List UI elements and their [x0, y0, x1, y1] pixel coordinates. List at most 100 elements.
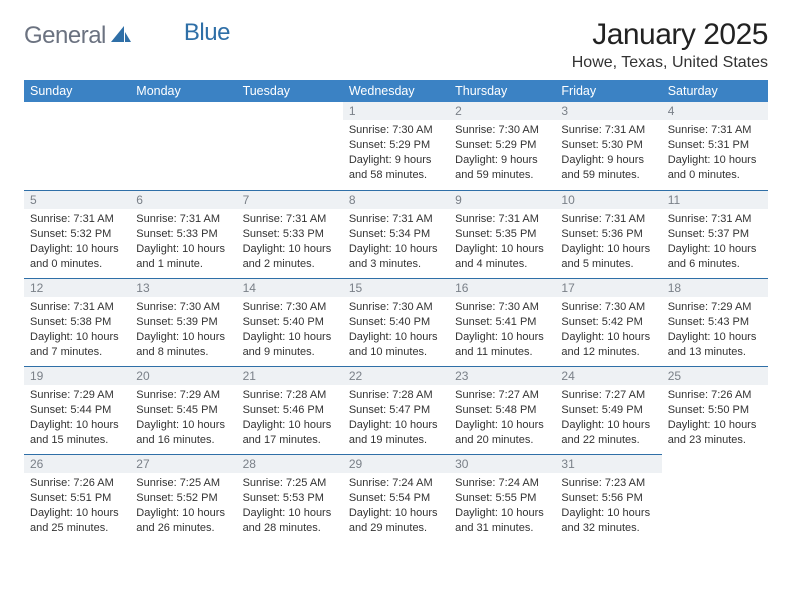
calendar-week-row: 5Sunrise: 7:31 AMSunset: 5:32 PMDaylight…	[24, 190, 768, 278]
calendar-day-cell: 29Sunrise: 7:24 AMSunset: 5:54 PMDayligh…	[343, 454, 449, 542]
day-number: 7	[237, 190, 343, 209]
calendar-empty-cell: .	[24, 102, 130, 190]
calendar-day-cell: 4Sunrise: 7:31 AMSunset: 5:31 PMDaylight…	[662, 102, 768, 190]
calendar-day-cell: 19Sunrise: 7:29 AMSunset: 5:44 PMDayligh…	[24, 366, 130, 454]
day-number: 24	[555, 366, 661, 385]
calendar-week-row: ...1Sunrise: 7:30 AMSunset: 5:29 PMDayli…	[24, 102, 768, 190]
day-number: 22	[343, 366, 449, 385]
calendar-empty-cell: .	[130, 102, 236, 190]
weekday-header: Wednesday	[343, 80, 449, 102]
day-number: 1	[343, 102, 449, 120]
calendar-day-cell: 14Sunrise: 7:30 AMSunset: 5:40 PMDayligh…	[237, 278, 343, 366]
day-number: 2	[449, 102, 555, 120]
calendar-day-cell: 9Sunrise: 7:31 AMSunset: 5:35 PMDaylight…	[449, 190, 555, 278]
weekday-header: Sunday	[24, 80, 130, 102]
weekday-header: Monday	[130, 80, 236, 102]
day-details: Sunrise: 7:31 AMSunset: 5:33 PMDaylight:…	[237, 209, 343, 277]
day-details: Sunrise: 7:31 AMSunset: 5:34 PMDaylight:…	[343, 209, 449, 277]
day-number: 5	[24, 190, 130, 209]
day-number: 13	[130, 278, 236, 297]
day-details: Sunrise: 7:27 AMSunset: 5:48 PMDaylight:…	[449, 385, 555, 453]
day-details: Sunrise: 7:31 AMSunset: 5:30 PMDaylight:…	[555, 120, 661, 188]
day-details: Sunrise: 7:30 AMSunset: 5:29 PMDaylight:…	[343, 120, 449, 188]
day-details: Sunrise: 7:30 AMSunset: 5:39 PMDaylight:…	[130, 297, 236, 365]
day-details: Sunrise: 7:29 AMSunset: 5:44 PMDaylight:…	[24, 385, 130, 453]
day-number: 29	[343, 454, 449, 473]
day-number: 12	[24, 278, 130, 297]
calendar-day-cell: 16Sunrise: 7:30 AMSunset: 5:41 PMDayligh…	[449, 278, 555, 366]
title-block: January 2025 Howe, Texas, United States	[572, 18, 768, 72]
day-details: Sunrise: 7:30 AMSunset: 5:40 PMDaylight:…	[343, 297, 449, 365]
day-details: Sunrise: 7:25 AMSunset: 5:53 PMDaylight:…	[237, 473, 343, 541]
day-details: Sunrise: 7:31 AMSunset: 5:38 PMDaylight:…	[24, 297, 130, 365]
day-number: 26	[24, 454, 130, 473]
weekday-header: Saturday	[662, 80, 768, 102]
calendar-body: ... 1Sunrise: 7:30 AMSunset: 5:29 PMDayli…	[24, 102, 768, 542]
day-details: Sunrise: 7:28 AMSunset: 5:46 PMDaylight:…	[237, 385, 343, 453]
day-number: 15	[343, 278, 449, 297]
day-number: 18	[662, 278, 768, 297]
day-details: Sunrise: 7:23 AMSunset: 5:56 PMDaylight:…	[555, 473, 661, 541]
day-number: 21	[237, 366, 343, 385]
day-number: 25	[662, 366, 768, 385]
day-details: Sunrise: 7:30 AMSunset: 5:42 PMDaylight:…	[555, 297, 661, 365]
day-number: 27	[130, 454, 236, 473]
calendar-day-cell: 24Sunrise: 7:27 AMSunset: 5:49 PMDayligh…	[555, 366, 661, 454]
calendar-day-cell: 26Sunrise: 7:26 AMSunset: 5:51 PMDayligh…	[24, 454, 130, 542]
weekday-header: Friday	[555, 80, 661, 102]
month-title: January 2025	[572, 18, 768, 52]
calendar-header-row: SundayMondayTuesdayWednesdayThursdayFrid…	[24, 80, 768, 102]
calendar-day-cell: 25Sunrise: 7:26 AMSunset: 5:50 PMDayligh…	[662, 366, 768, 454]
calendar-day-cell: 30Sunrise: 7:24 AMSunset: 5:55 PMDayligh…	[449, 454, 555, 542]
day-details: Sunrise: 7:25 AMSunset: 5:52 PMDaylight:…	[130, 473, 236, 541]
calendar-day-cell: 7Sunrise: 7:31 AMSunset: 5:33 PMDaylight…	[237, 190, 343, 278]
calendar-day-cell: 1Sunrise: 7:30 AMSunset: 5:29 PMDaylight…	[343, 102, 449, 190]
calendar-day-cell: 17Sunrise: 7:30 AMSunset: 5:42 PMDayligh…	[555, 278, 661, 366]
calendar-week-row: 26Sunrise: 7:26 AMSunset: 5:51 PMDayligh…	[24, 454, 768, 542]
day-details: Sunrise: 7:27 AMSunset: 5:49 PMDaylight:…	[555, 385, 661, 453]
calendar-table: SundayMondayTuesdayWednesdayThursdayFrid…	[24, 80, 768, 542]
day-number: 9	[449, 190, 555, 209]
day-number: 30	[449, 454, 555, 473]
day-details: Sunrise: 7:29 AMSunset: 5:43 PMDaylight:…	[662, 297, 768, 365]
day-details: Sunrise: 7:28 AMSunset: 5:47 PMDaylight:…	[343, 385, 449, 453]
day-number: 23	[449, 366, 555, 385]
day-details: Sunrise: 7:30 AMSunset: 5:29 PMDaylight:…	[449, 120, 555, 188]
calendar-day-cell: 21Sunrise: 7:28 AMSunset: 5:46 PMDayligh…	[237, 366, 343, 454]
weekday-header: Tuesday	[237, 80, 343, 102]
day-details: Sunrise: 7:31 AMSunset: 5:33 PMDaylight:…	[130, 209, 236, 277]
calendar-day-cell: 6Sunrise: 7:31 AMSunset: 5:33 PMDaylight…	[130, 190, 236, 278]
day-details: Sunrise: 7:31 AMSunset: 5:35 PMDaylight:…	[449, 209, 555, 277]
calendar-day-cell: 5Sunrise: 7:31 AMSunset: 5:32 PMDaylight…	[24, 190, 130, 278]
calendar-day-cell: 12Sunrise: 7:31 AMSunset: 5:38 PMDayligh…	[24, 278, 130, 366]
day-details: Sunrise: 7:31 AMSunset: 5:32 PMDaylight:…	[24, 209, 130, 277]
day-number: 14	[237, 278, 343, 297]
brand-logo: General Blue	[24, 22, 230, 50]
calendar-day-cell: 27Sunrise: 7:25 AMSunset: 5:52 PMDayligh…	[130, 454, 236, 542]
day-details: Sunrise: 7:31 AMSunset: 5:36 PMDaylight:…	[555, 209, 661, 277]
calendar-day-cell: 22Sunrise: 7:28 AMSunset: 5:47 PMDayligh…	[343, 366, 449, 454]
day-details: Sunrise: 7:26 AMSunset: 5:51 PMDaylight:…	[24, 473, 130, 541]
location-text: Howe, Texas, United States	[572, 54, 768, 72]
day-number: 4	[662, 102, 768, 120]
day-details: Sunrise: 7:31 AMSunset: 5:31 PMDaylight:…	[662, 120, 768, 188]
calendar-week-row: 12Sunrise: 7:31 AMSunset: 5:38 PMDayligh…	[24, 278, 768, 366]
calendar-day-cell: 31Sunrise: 7:23 AMSunset: 5:56 PMDayligh…	[555, 454, 661, 542]
calendar-day-cell: 15Sunrise: 7:30 AMSunset: 5:40 PMDayligh…	[343, 278, 449, 366]
day-number: 16	[449, 278, 555, 297]
header: General Blue January 2025 Howe, Texas, U…	[24, 18, 768, 72]
calendar-day-cell: 2Sunrise: 7:30 AMSunset: 5:29 PMDaylight…	[449, 102, 555, 190]
day-number: 19	[24, 366, 130, 385]
calendar-day-cell: 23Sunrise: 7:27 AMSunset: 5:48 PMDayligh…	[449, 366, 555, 454]
day-number: 3	[555, 102, 661, 120]
brand-text-blue: Blue	[184, 19, 230, 47]
calendar-day-cell: 20Sunrise: 7:29 AMSunset: 5:45 PMDayligh…	[130, 366, 236, 454]
calendar-empty-cell: .	[662, 454, 768, 542]
day-number: 11	[662, 190, 768, 209]
calendar-day-cell: 8Sunrise: 7:31 AMSunset: 5:34 PMDaylight…	[343, 190, 449, 278]
calendar-day-cell: 10Sunrise: 7:31 AMSunset: 5:36 PMDayligh…	[555, 190, 661, 278]
calendar-day-cell: 3Sunrise: 7:31 AMSunset: 5:30 PMDaylight…	[555, 102, 661, 190]
calendar-day-cell: 11Sunrise: 7:31 AMSunset: 5:37 PMDayligh…	[662, 190, 768, 278]
day-details: Sunrise: 7:31 AMSunset: 5:37 PMDaylight:…	[662, 209, 768, 277]
weekday-header: Thursday	[449, 80, 555, 102]
